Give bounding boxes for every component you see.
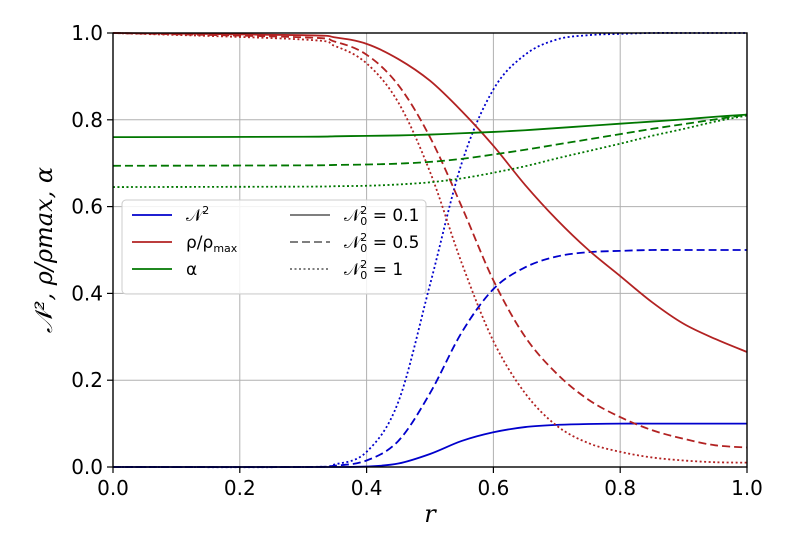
plot-frame — [112, 32, 748, 468]
legend-label-sub: 0 — [360, 242, 367, 255]
legend-label-sup: 2 — [360, 204, 367, 217]
y-axis-label-text: 𝒩², ρ/ρmax, α — [30, 167, 58, 333]
series-rho-1 — [112, 32, 748, 464]
y-tick-label: 0.8 — [71, 108, 103, 132]
legend-label-sup: 2 — [360, 258, 367, 271]
series-rho-0_1 — [112, 32, 748, 353]
legend-label: 𝒩2 — [186, 204, 209, 226]
legend-label-base: 𝒩 — [344, 233, 363, 253]
series-rho-0_5 — [112, 32, 748, 449]
x-tick-label: 0.6 — [477, 476, 509, 500]
series-alpha-0_1 — [112, 113, 748, 139]
x-tick-label: 0.2 — [224, 476, 256, 500]
legend-label: 𝒩02 = 1 — [344, 258, 403, 282]
legend-label-base: 𝒩 — [186, 206, 205, 226]
legend-label-rest: = 0.1 — [367, 206, 419, 226]
legend-box — [121, 199, 427, 295]
series-alpha-0_5 — [112, 113, 748, 167]
y-tick-label: 0.0 — [71, 455, 103, 479]
legend-label: 𝒩02 = 0.5 — [344, 231, 419, 255]
legend-label-base: 𝒩 — [344, 260, 363, 280]
y-axis-label: 𝒩², ρ/ρmax, α — [30, 167, 58, 333]
y-tick-label: 0.6 — [71, 195, 103, 219]
legend-label: 𝒩02 = 0.1 — [344, 204, 419, 228]
legend-label: ρ/ρmax — [186, 233, 238, 255]
legend-label-sup: 2 — [360, 231, 367, 244]
x-tick-label: 1.0 — [731, 476, 763, 500]
ticks: 0.0 0.2 0.4 0.6 0.8 1.0 0.0 0.2 0.4 0.6 0.8 1.0 — [71, 21, 763, 500]
series-N2-0_1 — [112, 422, 747, 468]
series-layer — [112, 32, 748, 469]
series-N2-0_5 — [112, 249, 747, 468]
legend-label: α — [186, 260, 197, 280]
legend-label-rest: = 1 — [367, 260, 403, 280]
legend-label-rest: = 0.5 — [367, 233, 419, 253]
x-axis-label: r — [424, 500, 437, 528]
x-tick-label: 0.0 — [97, 476, 129, 500]
y-tick-label: 1.0 — [71, 21, 103, 45]
legend-label-sup: 2 — [202, 204, 209, 217]
series-alpha-1 — [112, 114, 748, 188]
legend-label-base: α — [186, 260, 197, 280]
legend-label-sub: max — [213, 242, 237, 255]
x-tick-label: 0.4 — [351, 476, 383, 500]
y-tick-label: 0.2 — [71, 368, 103, 392]
legend-label-sub: 0 — [360, 215, 367, 228]
x-tick-label: 0.8 — [604, 476, 636, 500]
legend-label-base: ρ/ρ — [186, 233, 213, 253]
legend-label-base: 𝒩 — [344, 206, 363, 226]
legend-label-sub: 0 — [360, 269, 367, 282]
y-tick-label: 0.4 — [71, 281, 103, 305]
